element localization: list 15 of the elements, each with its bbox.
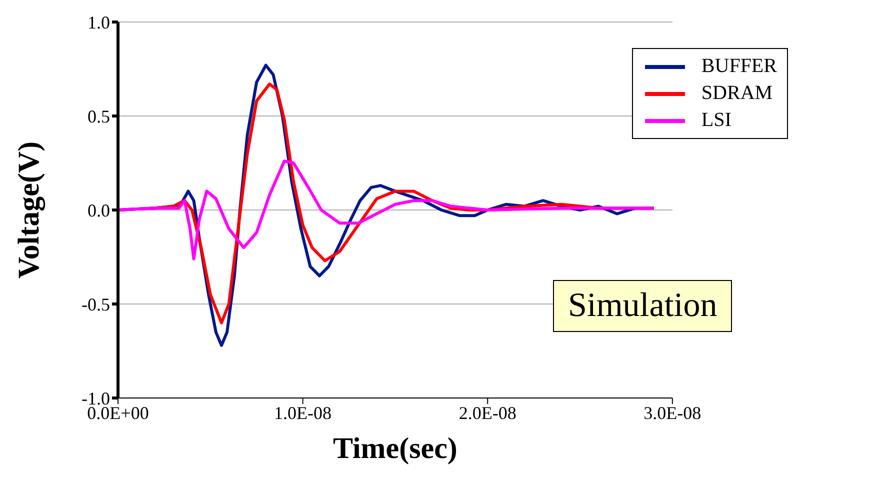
- legend-label: BUFFER: [701, 55, 777, 78]
- y-axis-title: Voltage(V): [12, 141, 46, 279]
- y-tick-label: -1.0: [82, 388, 110, 408]
- y-tick-label: 0.0: [88, 200, 110, 220]
- x-tick-label: 1.0E-08: [274, 402, 332, 423]
- annotation: Simulation: [553, 280, 732, 332]
- y-tick-label: -0.5: [82, 294, 110, 314]
- x-axis-title: Time(sec): [333, 432, 458, 465]
- legend-label: SDRAM: [701, 82, 773, 105]
- y-tick-label: 1.0: [88, 12, 110, 32]
- legend-label: LSI: [701, 109, 732, 132]
- line-series: [118, 160, 656, 260]
- x-tick-label: 3.0E-08: [644, 402, 702, 423]
- x-tick-label: 2.0E-08: [458, 402, 516, 423]
- y-tick-label: 0.5: [88, 106, 110, 126]
